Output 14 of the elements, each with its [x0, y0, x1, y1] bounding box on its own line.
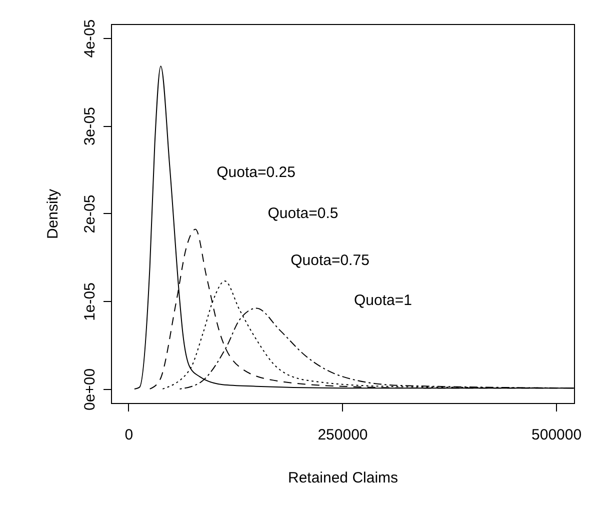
annotation: Quota=0.75: [290, 252, 370, 269]
y-tick-label: 3e-05: [82, 107, 98, 146]
annotation: Quota=1: [354, 292, 412, 309]
y-tick-label: 2e-05: [82, 194, 98, 234]
annotation: Quota=0.25: [216, 164, 296, 181]
y-tick-label: 0e+00: [82, 368, 98, 411]
y-axis-title: Density: [44, 188, 62, 240]
y-tick-label: 1e-05: [82, 282, 98, 321]
annotation: Quota=0.5: [268, 205, 338, 222]
x-axis-title: Retained Claims: [288, 470, 398, 486]
x-tick-label: 250000: [318, 426, 368, 444]
y-tick-label: 4e-05: [82, 19, 98, 58]
x-tick-label: 500000: [532, 426, 582, 444]
x-tick-label: 0: [124, 426, 134, 444]
